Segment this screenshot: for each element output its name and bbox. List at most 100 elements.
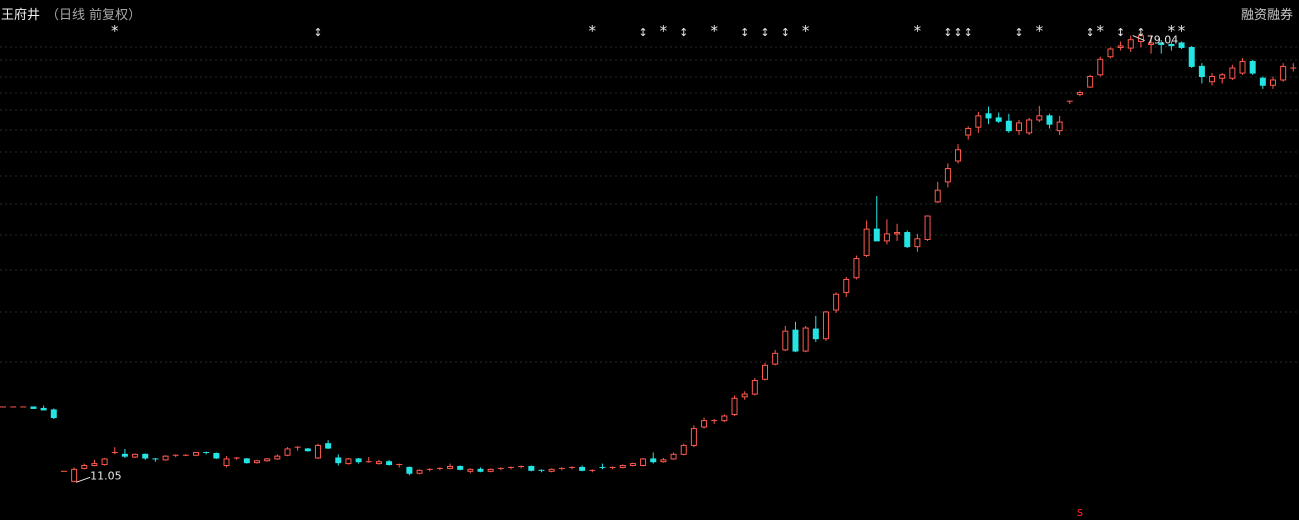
candle-body	[1026, 119, 1033, 134]
arrow-marker-icon[interactable]: ↕	[1014, 26, 1023, 39]
candle-body	[1168, 43, 1175, 47]
candle	[81, 463, 88, 470]
candle-body	[914, 238, 921, 248]
star-marker-icon[interactable]: *	[1168, 22, 1176, 40]
candle	[1097, 56, 1104, 77]
star-marker-icon[interactable]: *	[660, 22, 668, 40]
star-marker-icon[interactable]: *	[1097, 22, 1105, 40]
candle	[284, 447, 291, 457]
arrow-marker-icon[interactable]: ↕	[679, 26, 688, 39]
star-marker-icon[interactable]: *	[1178, 22, 1186, 40]
candle	[386, 459, 393, 466]
chart-mode-label[interactable]: （日线 前复权）	[46, 8, 142, 23]
candle	[995, 112, 1002, 123]
arrow-marker-icon[interactable]: ↕	[1116, 26, 1125, 39]
candle	[304, 448, 311, 452]
candle	[975, 111, 982, 133]
candle	[1229, 64, 1236, 80]
candle-body	[121, 453, 128, 457]
star-marker-icon[interactable]: *	[111, 22, 119, 40]
candle-body	[792, 329, 799, 352]
candle	[1168, 41, 1175, 51]
candle	[264, 457, 271, 462]
arrow-marker-icon[interactable]: ↕	[740, 26, 749, 39]
candle-body	[1148, 42, 1155, 45]
candle-body	[1117, 45, 1124, 48]
candle	[71, 467, 78, 483]
candle	[101, 457, 108, 466]
arrow-marker-icon[interactable]: ↕	[313, 26, 322, 39]
candle-body	[284, 448, 291, 456]
candle-body	[822, 311, 829, 340]
candle	[152, 457, 159, 462]
max-price-label: 79.04	[1147, 34, 1179, 47]
candle	[497, 467, 504, 471]
candle-body	[670, 453, 677, 460]
candle-body	[71, 468, 78, 482]
candle-body	[50, 409, 57, 419]
min-price-pointer	[75, 476, 91, 483]
arrow-marker-icon[interactable]: ↕	[760, 26, 769, 39]
arrow-marker-icon[interactable]: ↕	[1136, 26, 1145, 39]
candle	[782, 325, 789, 352]
candle-body	[812, 328, 819, 340]
candle	[50, 408, 57, 420]
candle	[965, 126, 972, 140]
star-marker-icon[interactable]: *	[710, 22, 718, 40]
candle	[477, 467, 484, 473]
candle-body	[254, 460, 260, 464]
candle	[325, 440, 332, 449]
candle	[416, 469, 423, 475]
candle-body	[548, 468, 555, 472]
star-marker-icon[interactable]: *	[914, 22, 922, 40]
arrow-marker-icon[interactable]: ↕	[781, 26, 790, 39]
candle-body	[375, 461, 382, 465]
candle-body	[853, 258, 860, 279]
candle	[1036, 105, 1043, 123]
arrow-marker-icon[interactable]: ↕	[943, 26, 952, 39]
candle	[579, 465, 586, 472]
star-marker-icon[interactable]: *	[1036, 22, 1044, 40]
margin-event-mark: s	[1077, 505, 1083, 519]
candle-body	[1056, 121, 1063, 132]
candle	[812, 315, 819, 342]
candle-body	[193, 452, 200, 456]
candle	[406, 466, 413, 476]
stock-name[interactable]: 王府井	[1, 8, 41, 23]
candle	[1076, 90, 1083, 97]
candle	[680, 443, 687, 456]
star-marker-icon[interactable]: *	[589, 22, 597, 40]
candle	[904, 230, 911, 249]
candle	[772, 349, 779, 366]
candle	[365, 457, 372, 463]
candle-body	[619, 465, 626, 468]
candle-body	[1209, 76, 1216, 83]
candle	[518, 465, 525, 469]
candle	[660, 457, 667, 463]
candle-body	[1229, 67, 1236, 79]
candle	[436, 467, 443, 471]
arrow-marker-icon[interactable]: ↕	[1086, 26, 1095, 39]
arrow-marker-icon[interactable]: ↕	[638, 26, 647, 39]
candle	[894, 223, 901, 241]
star-marker-icon[interactable]: *	[802, 22, 810, 40]
arrow-marker-icon[interactable]: ↕	[953, 26, 962, 39]
arrow-marker-icon[interactable]: ↕	[964, 26, 973, 39]
candle	[802, 325, 809, 353]
candle-body	[579, 466, 586, 471]
candle-body	[162, 455, 169, 461]
margin-trading-label[interactable]: 融资融券	[1240, 8, 1293, 23]
candle	[650, 452, 657, 464]
candle	[1066, 100, 1073, 104]
candle	[762, 362, 768, 381]
candle-body	[477, 468, 484, 472]
candle	[538, 469, 545, 473]
candle-body	[1280, 65, 1287, 81]
candle-body	[1239, 61, 1246, 74]
candle	[640, 457, 647, 467]
candle-body	[741, 393, 748, 398]
candle	[528, 465, 535, 472]
candle	[1239, 58, 1246, 75]
candle	[731, 395, 738, 416]
